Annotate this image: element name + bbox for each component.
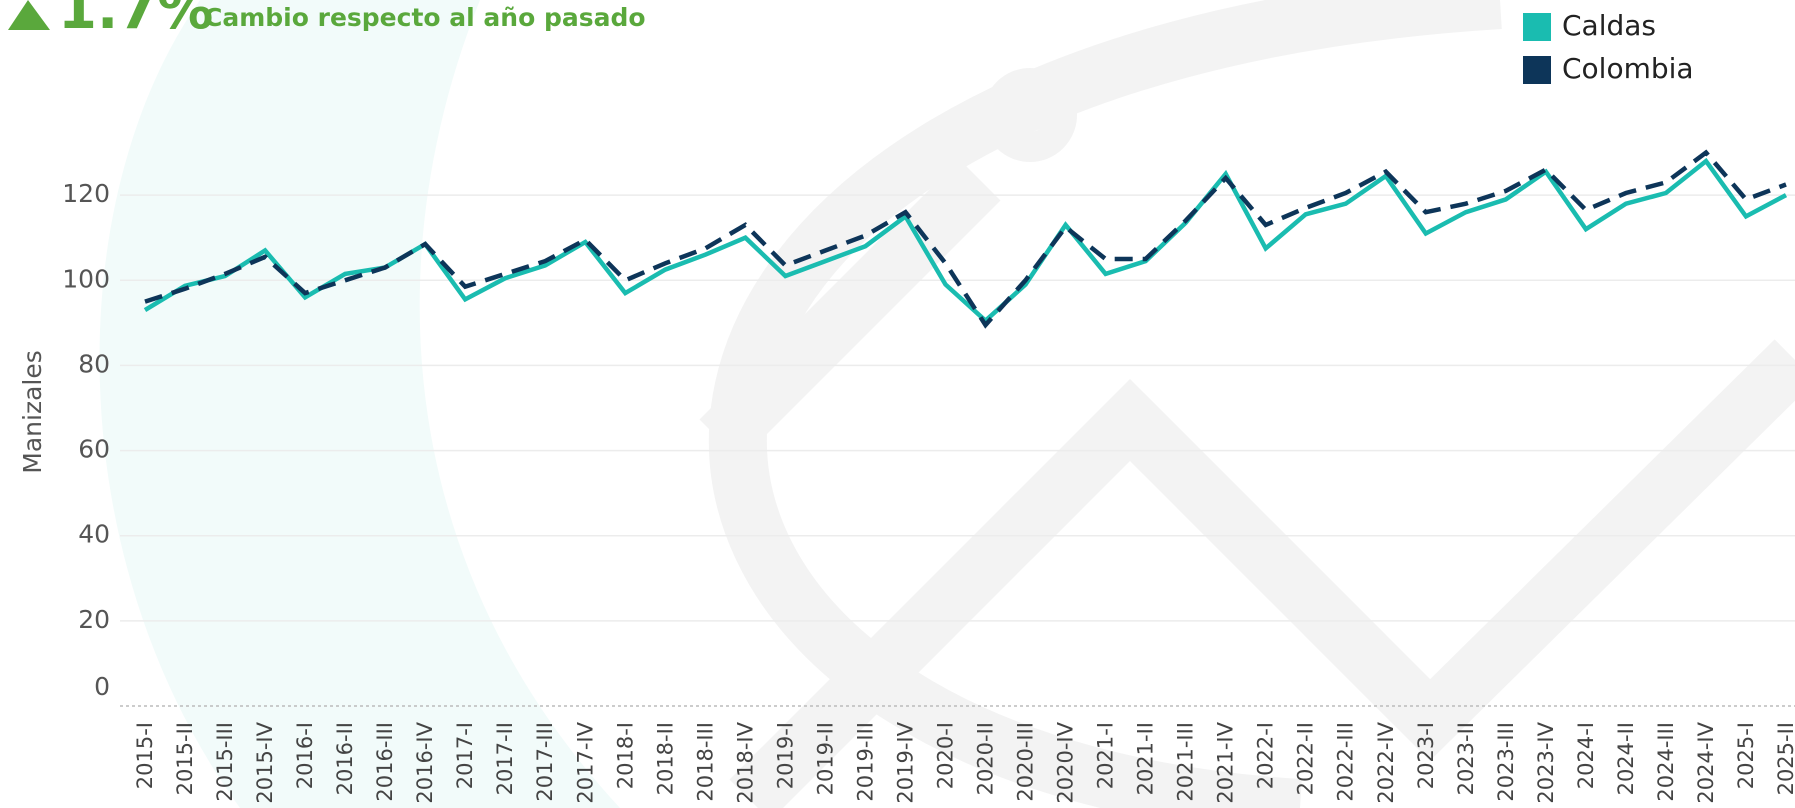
x-tick-label: 2024-I <box>1574 722 1598 789</box>
x-tick-label: 2022-II <box>1294 722 1318 795</box>
x-tick-label: 2018-IV <box>733 721 757 803</box>
x-tick-label: 2022-I <box>1254 722 1278 789</box>
x-tick-label: 2024-IV <box>1694 721 1718 803</box>
x-tick-label: 2018-III <box>693 722 717 802</box>
x-tick-label: 2015-III <box>213 722 237 802</box>
x-tick-label: 2023-IV <box>1534 721 1558 803</box>
subtitle: Cambio respecto al año pasado <box>204 3 646 32</box>
y-tick-label: 60 <box>78 435 110 464</box>
x-tick-label: 2015-IV <box>253 721 277 803</box>
x-tick-label: 2023-I <box>1414 722 1438 789</box>
y-tick-label: 20 <box>78 605 110 634</box>
x-tick-label: 2020-II <box>974 722 998 795</box>
x-tick-label: 2016-III <box>373 722 397 802</box>
x-tick-label: 2020-III <box>1014 722 1038 802</box>
y-tick-label: 40 <box>78 520 110 549</box>
x-tick-label: 2020-IV <box>1054 721 1078 803</box>
x-tick-label: 2021-IV <box>1214 721 1238 803</box>
watermark <box>720 0 1795 808</box>
x-tick-label: 2019-IV <box>893 721 917 803</box>
x-tick-label: 2016-IV <box>413 721 437 803</box>
x-tick-label: 2025-II <box>1774 722 1795 795</box>
x-tick-label: 2017-IV <box>573 721 597 803</box>
x-tick-label: 2017-II <box>493 722 517 795</box>
y-tick-label: 80 <box>78 349 110 378</box>
x-tick-label: 2023-II <box>1454 722 1478 795</box>
x-tick-label: 2025-I <box>1734 722 1758 789</box>
x-tick-label: 2016-I <box>293 722 317 789</box>
x-tick-label: 2016-II <box>333 722 357 795</box>
y-tick-label: 100 <box>62 264 110 293</box>
x-tick-label: 2015-II <box>173 722 197 795</box>
x-tick-label: 2021-I <box>1094 722 1118 789</box>
x-tick-label: 2021-II <box>1134 722 1158 795</box>
legend-swatch <box>1523 13 1551 41</box>
x-tick-label: 2018-II <box>653 722 677 795</box>
x-tick-label: 2022-IV <box>1374 721 1398 803</box>
headline: 1.7% <box>58 0 213 42</box>
x-tick-label: 2017-III <box>533 722 557 802</box>
x-tick-label: 2017-I <box>453 722 477 789</box>
legend-label: Caldas <box>1562 9 1656 42</box>
x-tick-label: 2020-I <box>933 722 957 789</box>
background-arc <box>100 0 620 808</box>
x-tick-label: 2022-III <box>1334 722 1358 802</box>
x-tick-label: 2015-I <box>133 722 157 789</box>
legend-label: Colombia <box>1562 52 1694 85</box>
x-tick-label: 2018-I <box>613 722 637 789</box>
x-tick-label: 2024-III <box>1654 722 1678 802</box>
x-tick-label: 2019-III <box>853 722 877 802</box>
chart: 1.7% Cambio respecto al año pasado Maniz… <box>0 0 1795 808</box>
legend-swatch <box>1523 56 1551 84</box>
x-tick-label: 2024-II <box>1614 722 1638 795</box>
x-tick-label: 2019-II <box>813 722 837 795</box>
x-tick-label: 2021-III <box>1174 722 1198 802</box>
y-tick-label: 120 <box>62 179 110 208</box>
x-tick-label: 2019-I <box>773 722 797 789</box>
y-axis-label: Manizales <box>18 350 47 473</box>
x-tick-label: 2023-III <box>1494 722 1518 802</box>
up-triangle <box>8 0 50 30</box>
y-tick-label: 0 <box>94 672 110 701</box>
